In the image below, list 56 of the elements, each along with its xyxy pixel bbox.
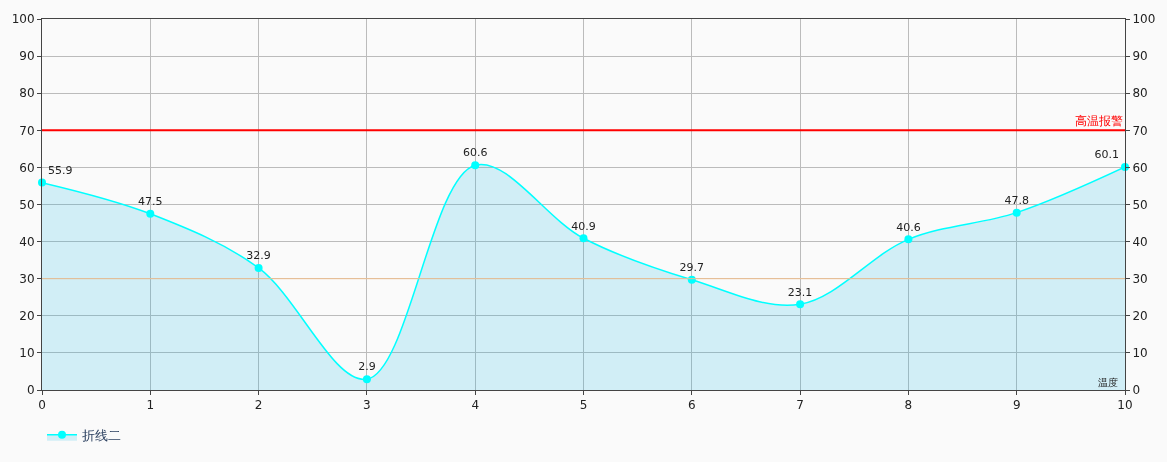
legend-label: 折线二 xyxy=(82,427,121,443)
data-label: 32.9 xyxy=(246,249,271,263)
data-label: 55.9 xyxy=(48,163,73,177)
point xyxy=(38,178,46,187)
data-label: 60.1 xyxy=(1094,148,1119,162)
y2-tick-label: 90 xyxy=(1132,49,1148,64)
point xyxy=(362,375,371,384)
point xyxy=(146,209,155,218)
x-tick-label: 10 xyxy=(1117,398,1133,413)
point xyxy=(579,234,588,243)
x-tick-label: 8 xyxy=(904,398,913,413)
y2-tick-label: 30 xyxy=(1132,271,1148,286)
data-label: 40.6 xyxy=(896,220,921,234)
y-tick-label: 80 xyxy=(19,86,35,101)
ref-line-label: 高温报警 xyxy=(1075,114,1123,128)
data-label: 60.6 xyxy=(462,146,488,160)
y-tick-label: 90 xyxy=(19,49,35,64)
y2-tick-label: 50 xyxy=(1132,197,1148,212)
y-tick-label: 30 xyxy=(19,271,35,286)
y2-tick-label: 40 xyxy=(1132,234,1148,249)
y-tick-label: 70 xyxy=(19,123,35,138)
x-tick-label: 1 xyxy=(146,398,155,413)
x-tick-label: 2 xyxy=(254,398,263,413)
data-label: 47.8 xyxy=(1004,193,1029,207)
y-tick-label: 100 xyxy=(11,12,35,27)
y-tick-label: 50 xyxy=(19,197,35,212)
x-tick-label: 5 xyxy=(579,398,588,413)
y-tick-label: 60 xyxy=(19,160,35,175)
x-tick-label: 7 xyxy=(796,398,804,413)
annotation: 温度 xyxy=(1098,377,1118,388)
y2-tick-label: 100 xyxy=(1132,12,1156,27)
y2-tick-label: 70 xyxy=(1132,123,1148,138)
y2-tick-label: 10 xyxy=(1132,346,1148,361)
data-label: 29.7 xyxy=(679,261,705,275)
y2-tick-label: 80 xyxy=(1132,86,1148,101)
x-tick-label: 0 xyxy=(38,398,46,413)
data-label: 2.9 xyxy=(358,360,376,374)
x-tick-label: 4 xyxy=(471,398,480,413)
x-tick-label: 6 xyxy=(687,398,696,413)
point xyxy=(904,235,913,244)
point xyxy=(796,300,805,309)
y-tick-label: 10 xyxy=(19,346,35,361)
point xyxy=(254,263,263,272)
y2-tick-label: 20 xyxy=(1132,309,1148,323)
y2-tick-label: 60 xyxy=(1132,160,1148,175)
x-tick-label: 3 xyxy=(363,398,371,413)
x-tick-label: 9 xyxy=(1012,398,1021,413)
y2-tick-label: 0 xyxy=(1132,383,1141,398)
y-tick-label: 0 xyxy=(26,383,35,398)
y-tick-label: 20 xyxy=(19,309,35,323)
data-label: 23.1 xyxy=(787,285,813,299)
data-label: 47.5 xyxy=(138,195,163,209)
data-label: 40.9 xyxy=(571,219,596,233)
point xyxy=(471,161,480,170)
point xyxy=(1012,208,1021,217)
y-tick-label: 40 xyxy=(19,234,35,249)
